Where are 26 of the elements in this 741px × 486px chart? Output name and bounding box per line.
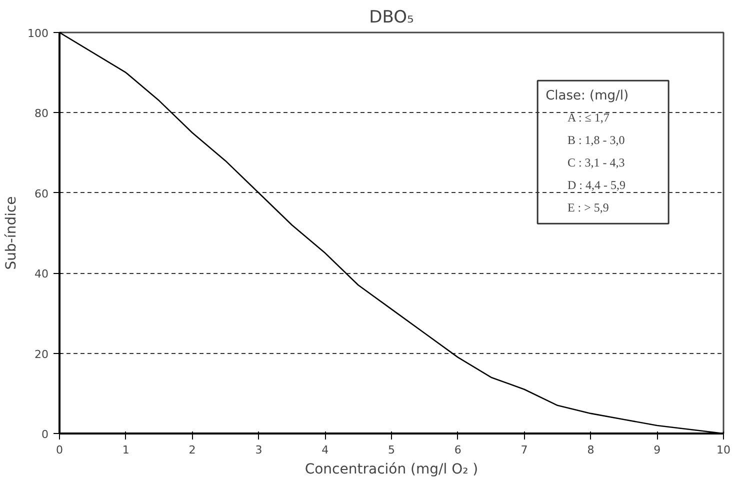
annotation: D : 4,4 - 5,9 [567,178,626,192]
annotation: E : > 5,9 [567,200,609,215]
y-tick-label: 80 [34,107,49,120]
y-tick-label: 100 [28,27,49,40]
x-tick-label: 5 [388,444,395,456]
annotation: C : 3,1 - 4,3 [567,156,625,170]
x-tick-label: 0 [56,444,63,456]
annotation: Clase: (mg/l) [546,88,629,104]
chart-title: DBO₅ [369,8,414,28]
annotation: B : 1,8 - 3,0 [567,133,625,148]
x-tick-label: 10 [716,444,730,456]
x-tick-label: 3 [255,444,262,456]
y-tick-label: 0 [42,428,48,441]
x-tick-label: 9 [654,444,661,456]
x-tick-label: 8 [587,444,594,456]
x-tick-label: 1 [122,444,130,456]
x-tick-label: 2 [188,444,196,456]
x-tick-label: 6 [454,444,462,456]
x-tick-label: 4 [322,444,329,456]
y-axis-title: Sub-índice [4,196,20,270]
y-tick-label: 60 [34,187,49,200]
x-tick-label: 7 [520,444,528,456]
y-tick-label: 20 [34,348,49,361]
annotation: A : ≤ 1,7 [567,110,610,125]
x-axis-title: Concentración (mg/l O₂ ) [304,462,478,478]
y-tick-label: 40 [34,268,49,281]
